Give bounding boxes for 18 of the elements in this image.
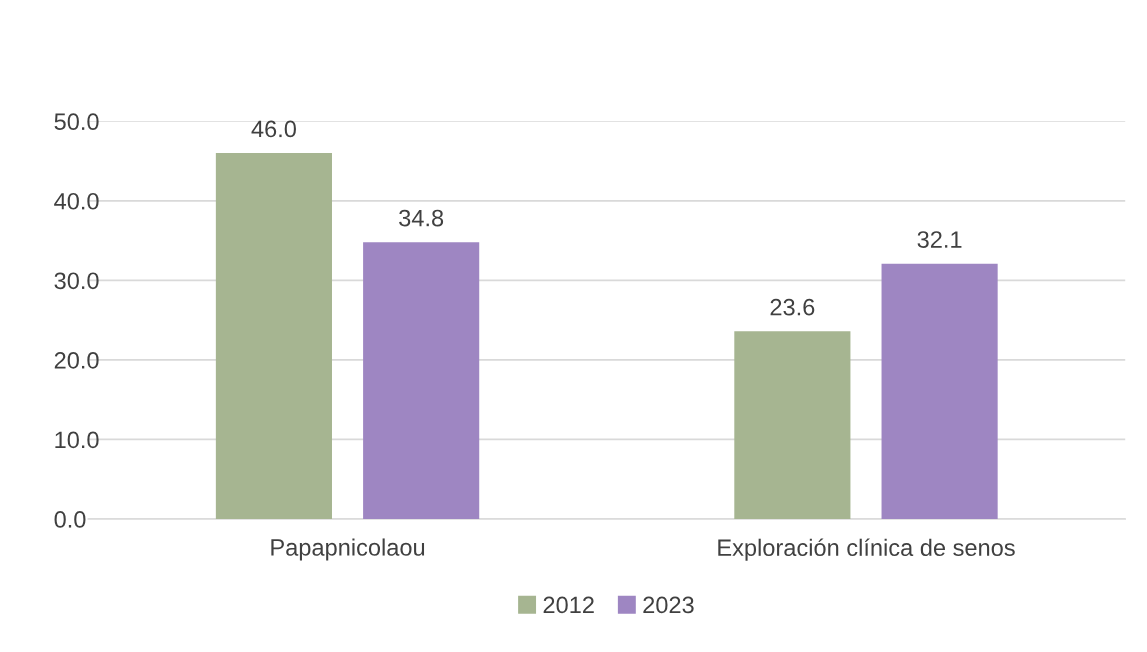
bar: [363, 242, 480, 519]
bar: [881, 263, 998, 519]
y-tick-label: 10.0: [55, 431, 99, 449]
y-tick-label: 20.0: [54, 351, 99, 369]
y-tick-label: 50.0: [54, 113, 99, 131]
legend-label: 2023: [643, 596, 694, 614]
data-label: 23.6: [770, 298, 815, 316]
y-tick-label: 0.0: [54, 511, 86, 528]
data-label: 32.1: [917, 231, 962, 248]
y-tick-label: 40.0: [54, 192, 99, 210]
y-tick-label: 30.0: [54, 272, 99, 290]
legend-label: 2012: [543, 596, 594, 614]
x-tick-label: Papapnicolaou: [271, 538, 425, 561]
data-label: 34.8: [399, 209, 444, 227]
bar: [734, 331, 851, 519]
x-tick-label: Exploración clínica de senos: [718, 538, 1015, 561]
bar: [215, 153, 332, 519]
data-label: 46.0: [251, 120, 296, 138]
